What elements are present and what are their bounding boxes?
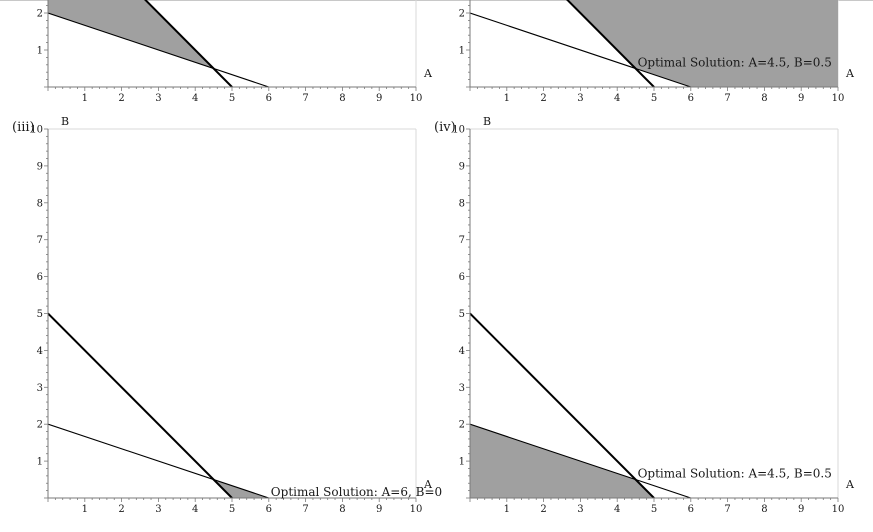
constraint-line-1 (144, 0, 233, 87)
x-tick-label: 2 (540, 93, 546, 104)
x-tick-label: 8 (761, 504, 767, 515)
optimal-solution-annotation: Optimal Solution: A=4.5, B=0.5 (638, 56, 832, 70)
constraint-line-2 (470, 12, 691, 87)
y-tick-label: 3 (37, 383, 43, 394)
y-tick-label: 9 (459, 161, 465, 172)
x-tick-label: 8 (761, 93, 767, 104)
x-tick-label: 2 (118, 93, 124, 104)
chart-panel-4: 1 2 3 4 5 6 7 8 9 10 1 2 3 4 5 6 7 8 9 10 A B (iv) Optimal Solu… (434, 115, 855, 515)
y-tick-label: 7 (459, 235, 465, 246)
y-tick-label: 6 (459, 272, 465, 283)
x-axis-label: A (845, 67, 855, 80)
y-tick-label: 1 (37, 46, 43, 57)
x-tick-label: 6 (266, 93, 272, 104)
x-tick-label: 10 (832, 504, 845, 515)
x-tick-label: 3 (155, 93, 161, 104)
y-tick-label: 1 (459, 457, 465, 468)
x-tick-label: 6 (688, 93, 694, 104)
x-tick-label: 10 (410, 504, 423, 515)
y-tick-label: 4 (459, 346, 465, 357)
y-tick-label: 9 (37, 161, 43, 172)
y-tick-label: 5 (37, 309, 43, 320)
y-tick-label: 3 (459, 383, 465, 394)
y-axis-label: B (483, 115, 491, 128)
x-tick-label: 9 (798, 504, 804, 515)
x-axis-label: A (423, 67, 433, 80)
constraint-line-2 (470, 423, 691, 498)
panel-label: (iii) (12, 120, 35, 135)
y-tick-label: 1 (37, 457, 43, 468)
chart-panel-3: 1 2 3 4 5 6 7 8 9 10 1 2 3 4 5 6 7 8 9 10 A B (iii) Optimal Sol… (12, 115, 442, 515)
x-tick-label: 4 (614, 504, 620, 515)
y-tick-label: 1 (459, 46, 465, 57)
x-tick-label: 2 (118, 504, 124, 515)
y-tick-label: 2 (37, 420, 43, 431)
x-tick-label: 7 (724, 504, 730, 515)
optimal-solution-annotation: Optimal Solution: A=6, B=0 (271, 485, 442, 499)
x-tick-label: 1 (82, 93, 88, 104)
y-tick-label: 2 (459, 420, 465, 431)
y-tick-label: 8 (37, 198, 43, 209)
x-tick-label: 7 (302, 504, 308, 515)
x-tick-label: 6 (688, 504, 694, 515)
chart-panel-1: 1 2 3 4 5 6 7 8 9 10 1 2 A (37, 0, 433, 104)
shaded-region (567, 0, 838, 87)
y-tick-label: 5 (459, 309, 465, 320)
x-tick-label: 9 (376, 93, 382, 104)
constraint-line-2 (48, 423, 269, 498)
x-tick-label: 5 (229, 93, 235, 104)
x-tick-label: 9 (376, 504, 382, 515)
y-tick-label: 4 (37, 346, 43, 357)
x-tick-label: 4 (614, 93, 620, 104)
constraint-line-1 (470, 312, 655, 498)
x-tick-label: 7 (302, 93, 308, 104)
constraint-line-2 (48, 12, 269, 87)
x-tick-label: 5 (651, 504, 657, 515)
top-border-line (0, 0, 873, 1)
constraint-line-1 (48, 312, 233, 498)
optimal-solution-annotation: Optimal Solution: A=4.5, B=0.5 (638, 467, 832, 481)
x-tick-label: 4 (192, 93, 198, 104)
x-tick-label: 3 (155, 504, 161, 515)
x-axis-label: A (423, 478, 433, 491)
x-tick-label: 4 (192, 504, 198, 515)
shaded-region (470, 424, 654, 498)
x-tick-label: 6 (266, 504, 272, 515)
y-axis-label: B (61, 115, 69, 128)
y-tick-label: 2 (459, 9, 465, 20)
x-tick-label: 10 (410, 93, 423, 104)
y-tick-label: 7 (37, 235, 43, 246)
x-tick-label: 3 (577, 504, 583, 515)
x-tick-label: 10 (832, 93, 845, 104)
x-tick-label: 8 (339, 504, 345, 515)
panel-label: (iv) (434, 120, 456, 135)
x-tick-label: 8 (339, 93, 345, 104)
x-tick-label: 9 (798, 93, 804, 104)
y-tick-label: 6 (37, 272, 43, 283)
x-axis-label: A (845, 478, 855, 491)
y-tick-label: 10 (30, 125, 43, 136)
x-tick-label: 2 (540, 504, 546, 515)
chart-panel-2: 1 2 3 4 5 6 7 8 9 10 1 2 A Optimal Solution: A=4.5, B… (459, 0, 855, 104)
x-tick-label: 5 (651, 93, 657, 104)
x-tick-label: 5 (229, 504, 235, 515)
x-tick-label: 1 (504, 93, 510, 104)
y-tick-label: 8 (459, 198, 465, 209)
y-tick-label: 10 (452, 125, 465, 136)
x-tick-label: 3 (577, 93, 583, 104)
x-tick-label: 1 (82, 504, 88, 515)
y-tick-label: 2 (37, 9, 43, 20)
x-tick-label: 1 (504, 504, 510, 515)
constraint-line-1 (566, 0, 655, 87)
x-tick-label: 7 (724, 93, 730, 104)
